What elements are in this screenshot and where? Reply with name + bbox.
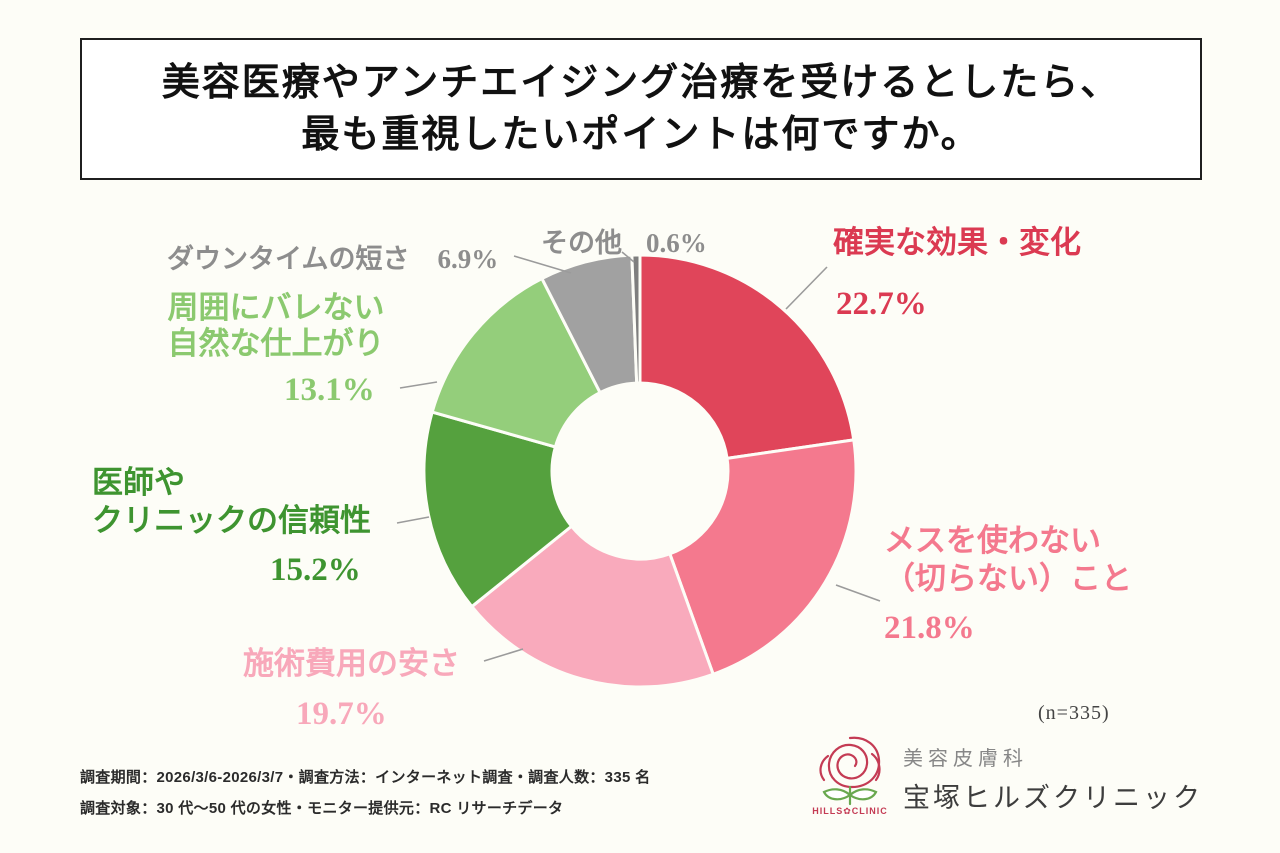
label-cost-pct: 19.7% — [296, 696, 387, 732]
leader-line-trust — [396, 516, 430, 524]
donut-slice-1 — [668, 438, 858, 676]
label-natural-pct: 13.1% — [284, 372, 375, 408]
label-natural-name: 周囲にバレない 自然な仕上がり — [167, 290, 385, 361]
clinic-department: 美容皮膚科 — [903, 748, 1028, 770]
clinic-logo-rose — [819, 736, 881, 806]
donut-slices — [422, 253, 858, 689]
leader-line-natural — [399, 381, 438, 389]
sample-size-note: (n=335) — [1038, 702, 1110, 724]
rose-leaves-icon — [822, 785, 878, 806]
survey-note-line-2: 調査対象：30 代〜50 代の女性・モニター提供元：RC リサーチデータ — [80, 800, 564, 817]
leader-line-scalpel — [835, 584, 881, 602]
leader-line-other — [621, 251, 635, 263]
label-downtime: ダウンタイムの短さ 6.9% — [167, 237, 498, 276]
label-other-pct: 0.6% — [646, 228, 707, 258]
label-trust-pct: 15.2% — [270, 552, 361, 588]
label-scalpel-name: メスを使わない （切らない）こと — [884, 523, 1132, 596]
label-effect-pct: 22.7% — [836, 286, 927, 322]
donut-slice-0 — [638, 253, 856, 460]
label-other-name: その他 — [541, 228, 622, 258]
leader-line-cost — [483, 648, 524, 662]
donut-slice-6 — [630, 253, 642, 385]
label-scalpel-pct: 21.8% — [884, 610, 975, 646]
donut-slice-2 — [470, 524, 715, 689]
donut-slice-3 — [422, 410, 573, 609]
label-trust-name: 医師や クリニックの信頼性 — [92, 465, 371, 538]
leader-line-effect — [785, 266, 828, 310]
label-downtime-name: ダウンタイムの短さ — [167, 244, 410, 274]
donut-slice-4 — [430, 277, 602, 449]
label-effect-name: 確実な効果・変化 — [833, 225, 1081, 260]
rose-petals-icon — [819, 736, 881, 789]
title-line-2: 最も重視したいポイントは何ですか。 — [301, 114, 981, 156]
leader-lines — [396, 251, 881, 662]
leader-line-downtime — [513, 255, 572, 274]
survey-note-line-1: 調査期間：2026/3/6-2026/3/7・調査方法：インターネット調査・調査… — [80, 769, 651, 786]
label-cost-name: 施術費用の安さ — [243, 646, 460, 681]
label-downtime-pct: 6.9% — [437, 244, 499, 274]
title-line-1: 美容医療やアンチエイジング治療を受けるとしたら、 — [161, 62, 1121, 104]
clinic-logo-caption: HILLS✿CLINIC — [812, 806, 888, 816]
title-box: 美容医療やアンチエイジング治療を受けるとしたら、 最も重視したいポイントは何です… — [80, 38, 1202, 180]
clinic-name: 宝塚ヒルズクリニック — [903, 783, 1203, 813]
label-other: その他 0.6% — [541, 221, 707, 260]
